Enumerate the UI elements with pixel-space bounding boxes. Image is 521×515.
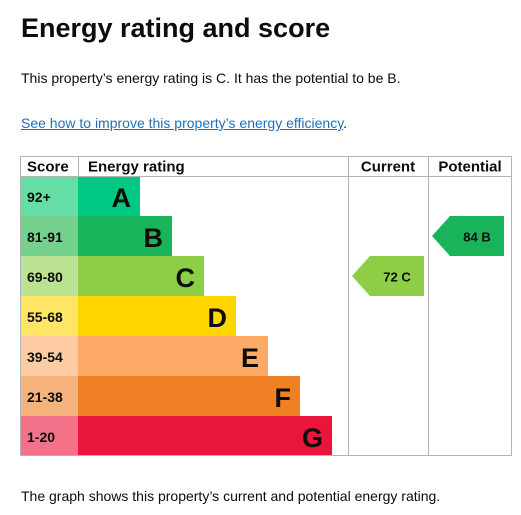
rating-letter-g: G bbox=[302, 423, 323, 453]
score-label-e: 39-54 bbox=[27, 349, 63, 365]
rating-letter-a: A bbox=[112, 183, 132, 213]
header-potential: Potential bbox=[438, 159, 501, 176]
score-label-c: 69-80 bbox=[27, 269, 63, 285]
score-cell-f bbox=[20, 376, 78, 416]
score-cell-c bbox=[20, 256, 78, 296]
score-cell-b bbox=[20, 216, 78, 256]
potential-arrow bbox=[432, 216, 504, 256]
rating-summary: This property’s energy rating is C. It h… bbox=[21, 70, 401, 86]
potential-arrow-label: 84 B bbox=[463, 230, 490, 245]
improve-efficiency-link[interactable]: See how to improve this property’s energ… bbox=[21, 115, 344, 131]
header-energy-rating: Energy rating bbox=[88, 159, 185, 176]
rating-bar-g bbox=[78, 416, 332, 456]
rating-letter-f: F bbox=[275, 383, 292, 413]
score-label-d: 55-68 bbox=[27, 309, 63, 325]
energy-rating-chart: 92+ A 81-91 B 69-80 C 55-68 D 39-54 E 21-38 F 1-20 G S… bbox=[20, 156, 512, 456]
chart-border bbox=[20, 156, 512, 456]
rating-bar-d bbox=[78, 296, 236, 336]
rating-bar-f bbox=[78, 376, 300, 416]
rating-letter-b: B bbox=[144, 223, 164, 253]
score-cell-d bbox=[20, 296, 78, 336]
current-arrow bbox=[352, 256, 424, 296]
rating-bar-a bbox=[78, 176, 140, 216]
score-label-b: 81-91 bbox=[27, 229, 63, 245]
rating-letter-d: D bbox=[208, 303, 228, 333]
page-title: Energy rating and score bbox=[21, 13, 331, 43]
score-label-a: 92+ bbox=[27, 189, 51, 205]
score-label-g: 1-20 bbox=[27, 429, 55, 445]
rating-bar-e bbox=[78, 336, 268, 376]
current-arrow-label: 72 C bbox=[383, 270, 411, 285]
rating-letter-c: C bbox=[176, 263, 196, 293]
header-score: Score bbox=[27, 159, 69, 176]
rating-bar-c bbox=[78, 256, 204, 296]
improve-paragraph: See how to improve this property’s energ… bbox=[21, 113, 347, 133]
score-cell-a bbox=[20, 176, 78, 216]
rating-bar-b bbox=[78, 216, 172, 256]
score-cell-g bbox=[20, 416, 78, 456]
score-label-f: 21-38 bbox=[27, 389, 63, 405]
score-cell-e bbox=[20, 336, 78, 376]
header-current: Current bbox=[361, 159, 415, 176]
link-suffix: . bbox=[343, 115, 348, 131]
rating-letter-e: E bbox=[241, 343, 259, 373]
chart-caption: The graph shows this property’s current … bbox=[21, 488, 441, 504]
